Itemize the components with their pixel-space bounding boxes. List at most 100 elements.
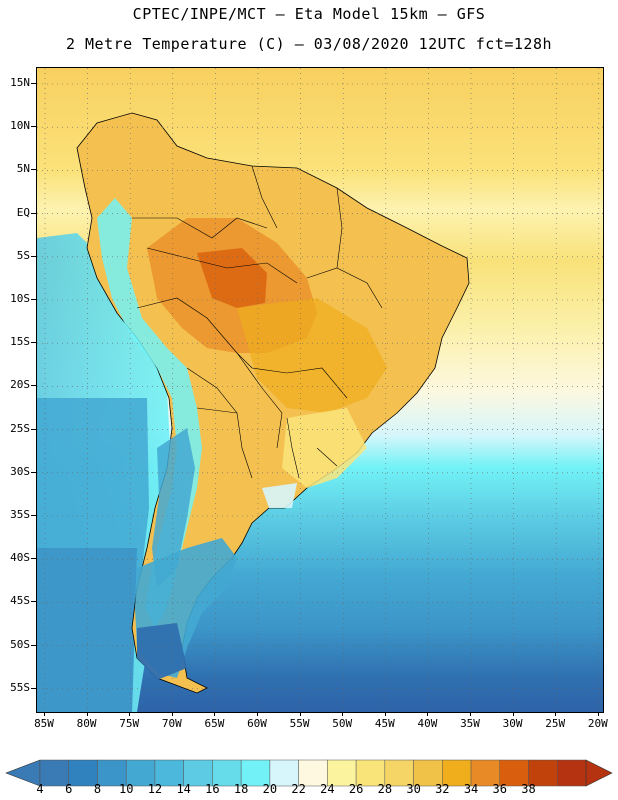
- lon-tick-label: 45W: [374, 717, 395, 730]
- lat-tick-label: 5S: [16, 248, 30, 262]
- lat-tick: [31, 299, 36, 300]
- lat-tick: [31, 601, 36, 603]
- lon-tick-label: 35W: [460, 717, 480, 730]
- lat-tick: [31, 126, 36, 128]
- colorbar-label: 38: [521, 782, 536, 796]
- colorbar-label: 18: [233, 782, 249, 796]
- lat-tick: [31, 212, 36, 214]
- colorbar-cell: [125, 759, 156, 787]
- colorbar-label: 16: [205, 782, 220, 796]
- colorbar-label: 22: [291, 782, 306, 796]
- colorbar-label: 20: [262, 782, 278, 796]
- lat-tick: [31, 558, 36, 560]
- lon-tick: [470, 712, 471, 716]
- lon-tick-label: 75W: [119, 717, 140, 730]
- map-subtitle: 2 Metre Temperature (C) – 03/08/2020 12U…: [65, 35, 553, 53]
- central-brazil-warm: [237, 298, 387, 413]
- lon-tick: [342, 712, 344, 716]
- temperature-map: [36, 67, 604, 713]
- colorbar-label: 8: [93, 782, 102, 796]
- colorbar-cell: [97, 759, 127, 787]
- lat-tick-label: 50S: [10, 637, 30, 651]
- colorbar-label: 12: [147, 782, 163, 796]
- pacific-south-waters: [37, 548, 137, 712]
- colorbar: [5, 759, 613, 787]
- lon-tick-label: 65W: [204, 717, 225, 730]
- lat-tick-label: 35S: [10, 508, 30, 521]
- lon-tick-label: 80W: [76, 717, 97, 730]
- colorbar-cell: [39, 759, 69, 787]
- colorbar-cell: [499, 759, 529, 787]
- lat-tick-label: 15N: [10, 76, 30, 89]
- lat-tick-label: 55S: [10, 680, 30, 694]
- colorbar-cell: [154, 759, 184, 787]
- lat-tick-label: 40S: [10, 551, 30, 565]
- colorbar-cell: [269, 759, 299, 787]
- lon-tick-label: 40W: [417, 717, 438, 730]
- lon-tick: [555, 712, 557, 716]
- colorbar-over-arrow: [585, 759, 613, 787]
- lat-tick-label: 10N: [10, 119, 30, 133]
- colorbar-label: 4: [36, 782, 44, 796]
- lon-tick: [427, 712, 429, 716]
- lat-tick-label: 10S: [10, 292, 30, 305]
- lon-tick-label: 25W: [545, 717, 566, 730]
- lat-tick-label: EQ: [16, 205, 30, 219]
- la-plata-cool: [262, 483, 297, 508]
- lat-tick: [31, 471, 36, 473]
- lon-tick-label: 50W: [332, 717, 353, 730]
- colorbar-cell: [355, 759, 386, 787]
- map-canvas: [37, 68, 603, 712]
- lat-tick: [31, 687, 36, 689]
- colorbar-label: 24: [320, 782, 335, 796]
- colorbar-cell: [298, 759, 328, 787]
- colorbar-label: 28: [377, 782, 393, 796]
- lon-tick: [597, 712, 599, 716]
- lat-tick: [31, 83, 36, 84]
- lat-tick: [31, 255, 36, 257]
- lat-tick-label: 20S: [10, 378, 30, 392]
- colorbar-cell: [413, 759, 443, 787]
- lon-tick: [129, 712, 131, 716]
- lon-tick: [44, 712, 45, 716]
- colorbar-cell: [68, 759, 98, 787]
- lon-tick: [512, 712, 514, 716]
- lat-tick-label: 30S: [10, 464, 30, 478]
- lon-tick: [214, 712, 216, 716]
- lat-tick: [31, 515, 36, 516]
- lon-tick-label: 70W: [161, 717, 182, 730]
- lon-tick-label: 30W: [502, 717, 523, 730]
- lon-tick-label: 20W: [587, 717, 608, 730]
- lat-tick-label: 5N: [16, 162, 30, 176]
- colorbar-label: 10: [118, 782, 134, 796]
- colorbar-label: 6: [65, 782, 73, 796]
- colorbar-label: 34: [463, 782, 479, 796]
- lat-tick-label: 15S: [10, 335, 30, 349]
- lon-tick: [384, 712, 386, 716]
- andes-cold-core: [152, 428, 195, 588]
- lon-tick: [86, 712, 88, 716]
- lon-tick-label: 55W: [289, 717, 310, 730]
- colorbar-cell: [528, 759, 558, 787]
- lat-tick: [31, 385, 36, 387]
- lat-tick-label: 25S: [10, 421, 30, 435]
- colorbar-cell: [557, 759, 587, 787]
- colorbar-label: 30: [406, 782, 421, 796]
- lon-tick: [171, 712, 173, 716]
- colorbar-label: 26: [348, 782, 364, 796]
- lat-tick: [31, 644, 36, 646]
- map-title: CPTEC/INPE/MCT – Eta Model 15km – GFS: [132, 5, 486, 23]
- southern-brazil-mild: [282, 408, 367, 488]
- colorbar-label: 32: [435, 782, 450, 796]
- lat-tick: [31, 169, 36, 171]
- lat-tick: [31, 342, 36, 344]
- colorbar-cell: [470, 759, 501, 787]
- colorbar-cell: [240, 759, 271, 787]
- lon-tick: [257, 712, 258, 716]
- country-borders: [132, 165, 383, 479]
- lon-tick-label: 85W: [34, 717, 54, 730]
- colorbar-label: 14: [176, 782, 191, 796]
- lon-tick-label: 60W: [247, 717, 267, 730]
- southern-tip-cold: [137, 623, 187, 680]
- lat-tick-label: 45S: [10, 594, 30, 608]
